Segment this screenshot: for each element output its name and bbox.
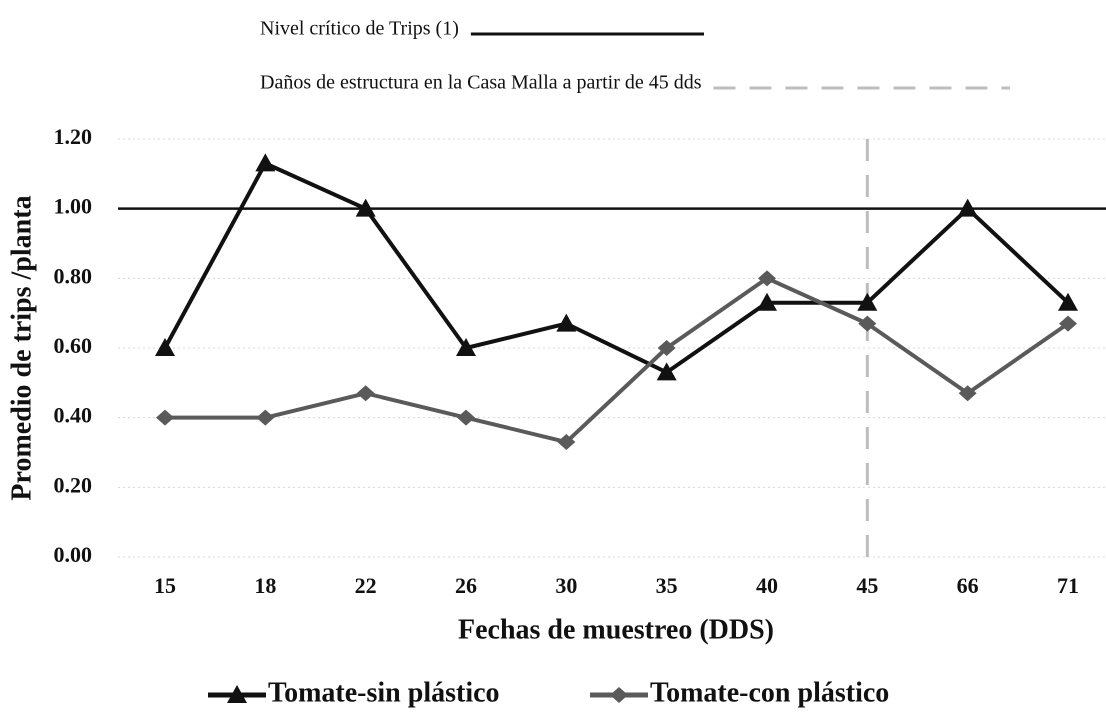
point: [355, 198, 376, 217]
point: [656, 362, 677, 381]
x-tick-label: 22: [355, 573, 377, 598]
x-axis-title: Fechas de muestreo (DDS): [458, 614, 774, 645]
series-line: [163, 161, 1070, 375]
y-tick-label: 0.60: [54, 333, 93, 358]
x-tick-label: 30: [555, 573, 577, 598]
point: [857, 292, 878, 311]
point: [1058, 292, 1078, 311]
reference-label: Daños de estructura en la Casa Malla a p…: [260, 72, 702, 94]
legend-marker: [227, 685, 247, 703]
x-tick-label: 45: [856, 573, 878, 598]
point: [156, 409, 174, 426]
point: [155, 338, 175, 356]
x-tick-label: 40: [756, 573, 778, 598]
point: [1059, 315, 1077, 332]
point: [255, 153, 276, 172]
point: [556, 313, 577, 332]
series-line: [165, 276, 1070, 445]
x-tick-label: 26: [455, 573, 477, 598]
point: [958, 385, 977, 402]
x-tick-label: 66: [957, 573, 979, 598]
y-tick-label: 0.00: [54, 542, 93, 567]
x-tick-label: 71: [1057, 573, 1079, 598]
point: [557, 434, 576, 451]
point: [456, 338, 476, 356]
x-tick-label: 15: [154, 573, 176, 598]
point: [858, 315, 877, 332]
reference-label: Nivel crítico de Trips (1): [260, 18, 459, 40]
y-tick-label: 0.40: [54, 403, 93, 428]
y-tick-label: 0.80: [54, 263, 93, 288]
y-tick-label: 0.20: [54, 472, 93, 497]
y-axis-title: Promedio de trips /planta: [6, 195, 37, 500]
x-tick-label: 18: [254, 573, 276, 598]
point: [758, 270, 776, 287]
legend-marker: [610, 687, 628, 703]
point: [657, 340, 676, 356]
point: [256, 409, 275, 426]
legend-label: Tomate-sin plástico: [268, 677, 500, 708]
point: [457, 409, 475, 426]
point: [957, 198, 978, 217]
point: [757, 292, 777, 311]
y-tick-label: 1.20: [54, 124, 93, 149]
x-tick-label: 35: [656, 573, 678, 598]
y-tick-label: 1.00: [54, 194, 93, 219]
legend-label: Tomate-con plástico: [650, 677, 889, 708]
point: [356, 385, 375, 402]
